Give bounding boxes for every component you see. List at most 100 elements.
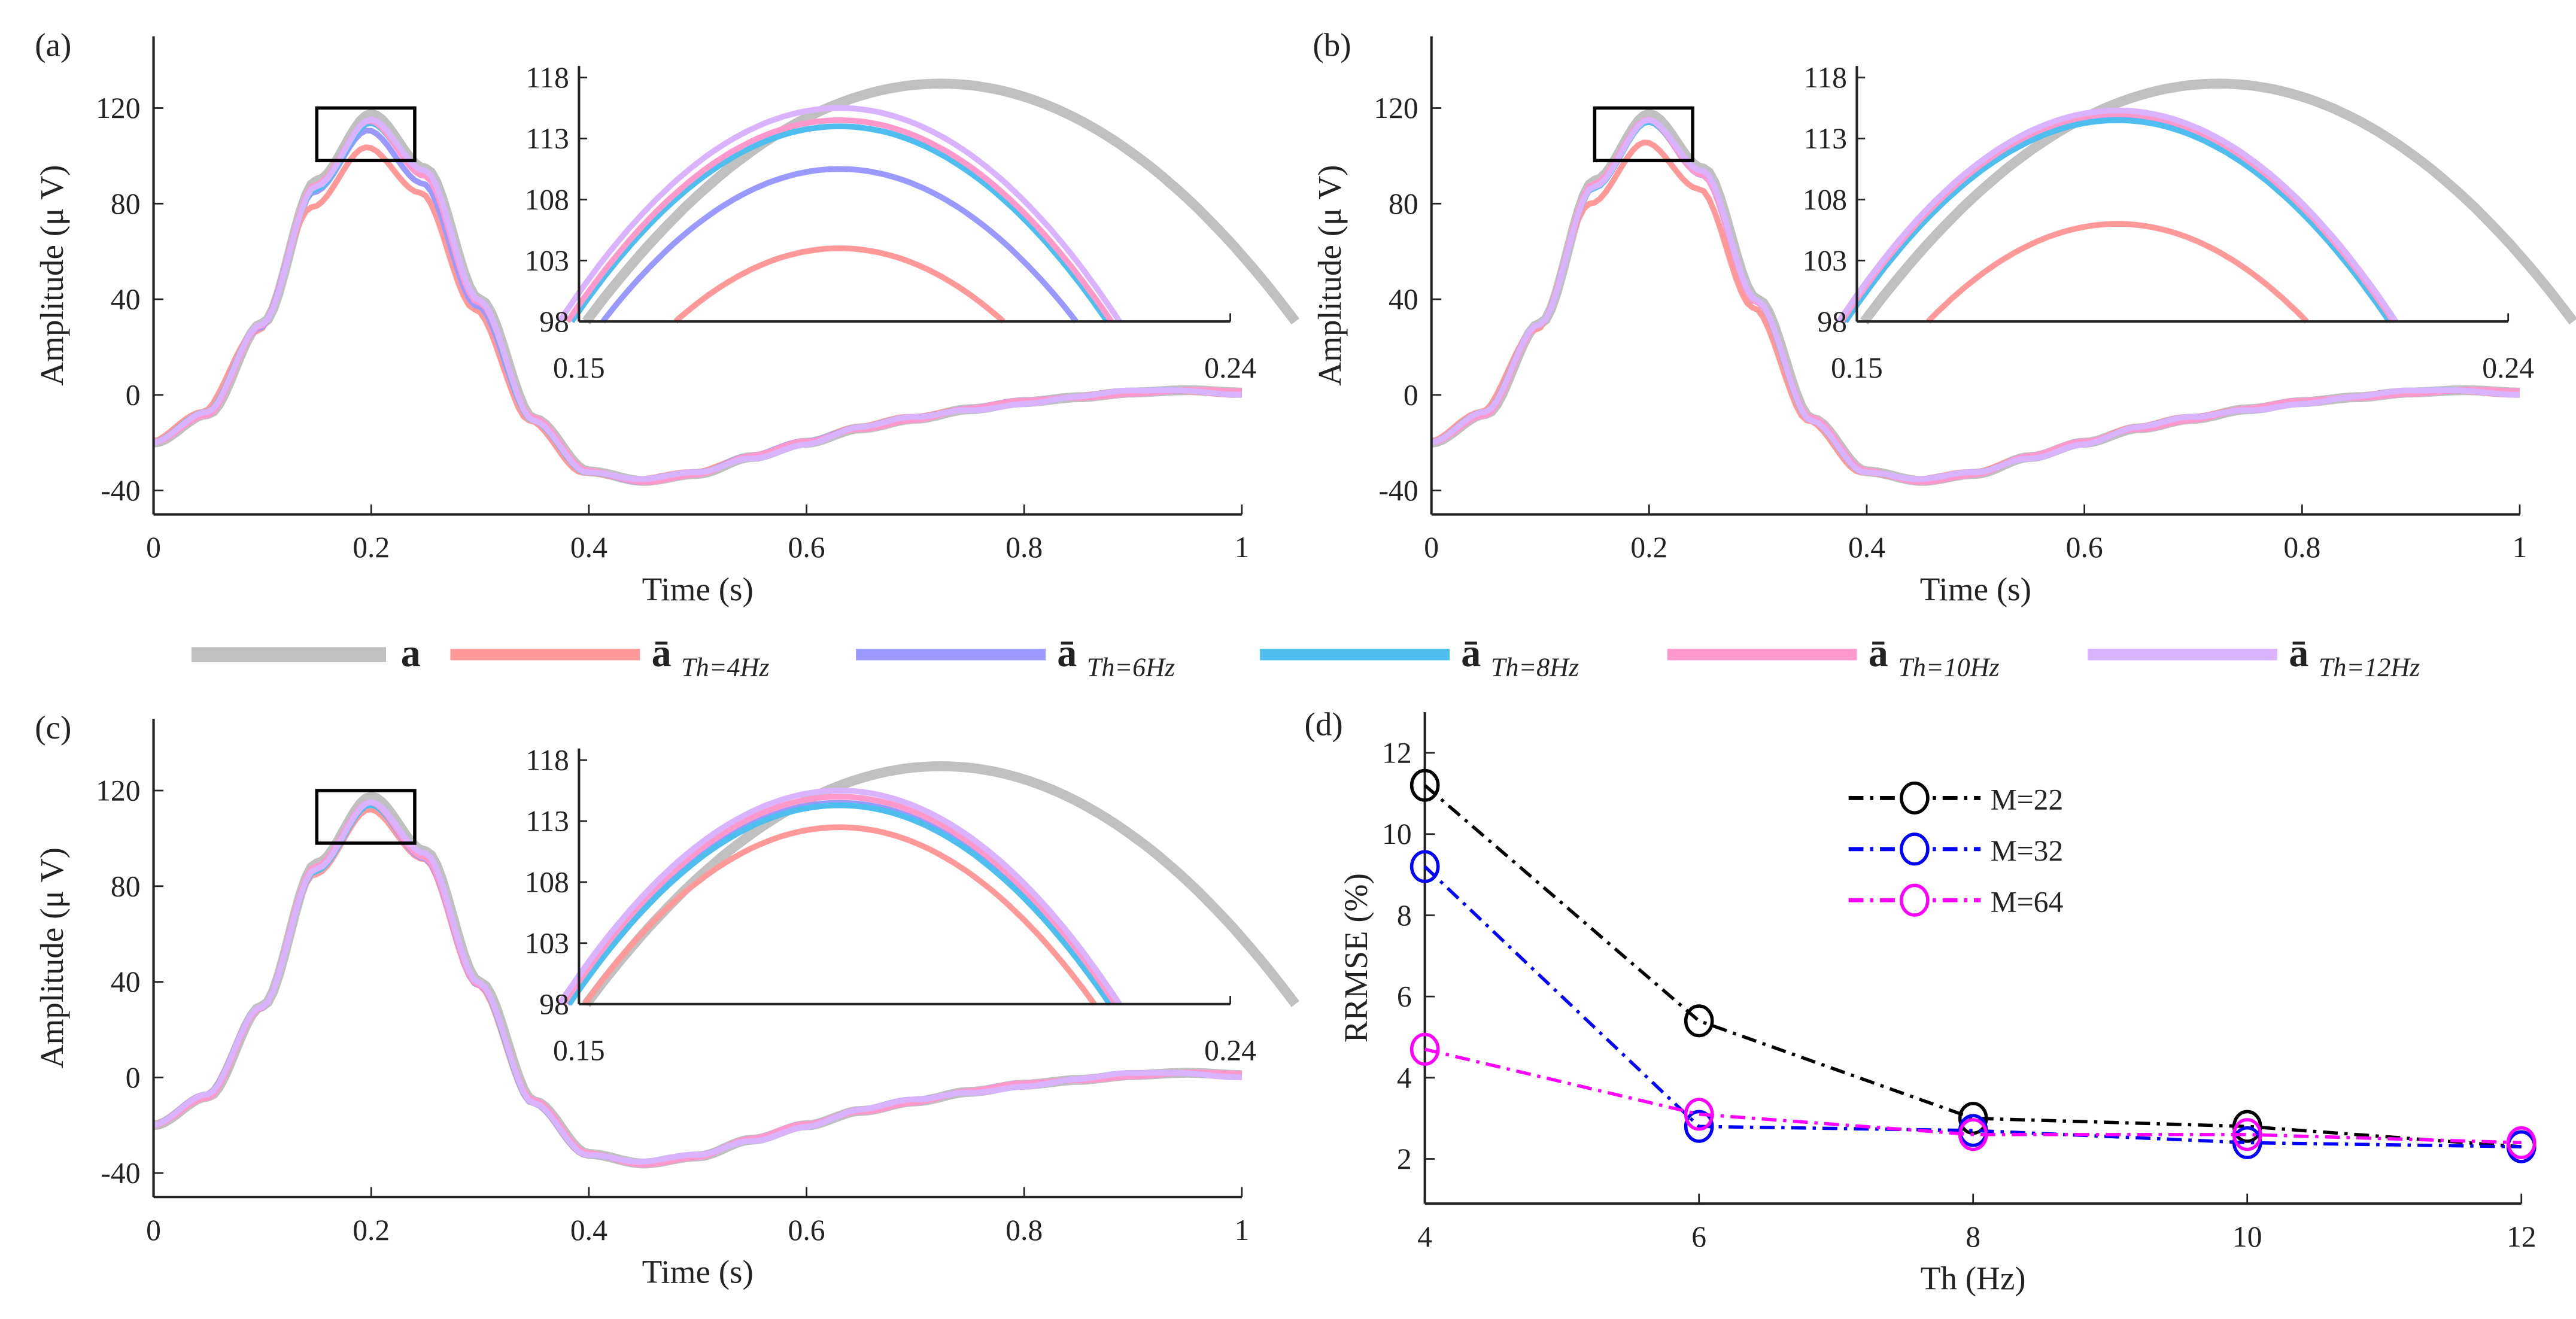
inset-series-a xyxy=(582,761,1299,1007)
inset-y-tick-label: 118 xyxy=(1803,61,1847,94)
legend-item: ā Th=6Hz xyxy=(856,631,1175,682)
data-point xyxy=(2232,1110,2262,1143)
legend-item: ā Th=10Hz xyxy=(1667,631,2000,682)
inset-y-tick-label: 108 xyxy=(1803,183,1847,216)
inset-x-tick-label: 0.24 xyxy=(2482,351,2534,384)
legend-marker xyxy=(1900,781,1930,815)
data-point xyxy=(1409,1032,1440,1066)
inset-x-tick-label: 0.15 xyxy=(553,351,605,384)
inset-series-Th=4Hz xyxy=(673,245,1006,324)
panel-d: (d) 4 6 8 10 12 2 4 6 8 10 12 Th (Hz) RRMSE (%) M=22 M=… xyxy=(1305,706,2536,1296)
legend-label: ā xyxy=(2289,631,2308,675)
data-point xyxy=(1684,1098,1714,1131)
y-tick-label: 120 xyxy=(1374,92,1418,124)
x-tick-label: 1 xyxy=(2513,531,2528,564)
inset-y-tick-label: 98 xyxy=(1817,305,1847,338)
inset-series-Th=12Hz xyxy=(557,788,1122,1006)
legend-subscript: Th=10Hz xyxy=(1898,653,1999,682)
inset-y-tick-label: 108 xyxy=(524,865,569,898)
inset-x-tick-label: 0.15 xyxy=(553,1034,605,1066)
y-tick-label: 80 xyxy=(1389,187,1418,220)
legend-label: M=32 xyxy=(1991,834,2064,867)
inset-series-Th=10Hz xyxy=(565,117,1114,323)
inset-series-Th=12Hz xyxy=(557,105,1122,323)
x-tick-label: 0.4 xyxy=(570,531,607,564)
series-line-a xyxy=(153,109,1243,486)
y-axis-label: Amplitude (μ V) xyxy=(34,847,70,1068)
data-point xyxy=(1684,1110,1714,1143)
inset-y-tick-label: 103 xyxy=(524,244,569,277)
y-axis-label: Amplitude (μ V) xyxy=(1311,165,1348,385)
legend: a ā Th=4Hz ā Th=6Hz ā Th=8Hz ā Th=10Hz ā Th=12Hz xyxy=(191,631,2420,682)
inset-series-a xyxy=(582,78,1299,325)
inset-series-Th=8Hz xyxy=(567,802,1113,1006)
series-line xyxy=(1424,1047,2522,1145)
inset-series-a xyxy=(1860,78,2576,325)
y-tick-label: 8 xyxy=(1397,899,1412,932)
panel-label: (b) xyxy=(1313,27,1351,63)
y-tick-label: 2 xyxy=(1397,1142,1412,1175)
legend-item: a xyxy=(191,631,421,675)
y-tick-label: 40 xyxy=(111,965,141,998)
legend-subscript: Th=4Hz xyxy=(681,653,769,682)
y-tick-label: 4 xyxy=(1397,1061,1412,1094)
y-tick-label: 10 xyxy=(1382,817,1412,850)
x-tick-label: 1 xyxy=(1234,1214,1249,1247)
y-tick-label: 0 xyxy=(126,1061,141,1094)
x-tick-label: 0 xyxy=(146,531,161,564)
x-tick-label: 10 xyxy=(2232,1220,2262,1253)
x-axis-label: Time (s) xyxy=(1920,571,2031,607)
x-tick-label: 4 xyxy=(1417,1220,1432,1253)
data-point xyxy=(1409,768,1440,802)
y-tick-label: 0 xyxy=(1404,378,1418,411)
x-tick-label: 0 xyxy=(146,1214,161,1247)
inset-y-tick-label: 98 xyxy=(539,305,569,338)
inset-y-tick-label: 108 xyxy=(524,183,569,216)
y-tick-label: -40 xyxy=(1379,474,1418,507)
legend-label: ā xyxy=(1869,631,1888,675)
x-tick-label: 0.6 xyxy=(2066,531,2103,564)
inset-y-tick-label: 113 xyxy=(525,122,569,155)
inset-series-Th=10Hz xyxy=(561,794,1118,1006)
series-line-Th=12Hz xyxy=(153,799,1242,1165)
x-tick-label: 0.8 xyxy=(2283,531,2320,564)
data-point xyxy=(2232,1126,2262,1159)
x-axis-label: Time (s) xyxy=(642,1253,754,1290)
y-tick-label: -40 xyxy=(101,474,140,507)
panel-label: (a) xyxy=(35,27,71,63)
legend-subscript: Th=6Hz xyxy=(1087,653,1175,682)
y-tick-label: 120 xyxy=(96,92,140,124)
inset-x-tick-label: 0.24 xyxy=(1204,1034,1256,1066)
zoom-region-box xyxy=(315,789,417,845)
y-tick-label: 6 xyxy=(1397,980,1412,1013)
y-tick-label: 12 xyxy=(1382,737,1412,770)
legend-label: a xyxy=(401,631,421,675)
x-tick-label: 6 xyxy=(1691,1220,1706,1253)
series-M=22: M=22 xyxy=(1409,768,2536,1163)
x-axis-label: Th (Hz) xyxy=(1921,1260,2026,1296)
series-line-Th=12Hz xyxy=(1430,117,2520,482)
series-line xyxy=(1423,865,2522,1148)
inset-zoom: 98 103 108 113 118 0.15 0.24 xyxy=(524,744,1299,1066)
inset-y-tick-label: 118 xyxy=(525,744,569,777)
x-tick-label: 0.6 xyxy=(788,1214,825,1247)
inset-series-Th=4Hz xyxy=(582,824,1097,1006)
legend-item: ā Th=4Hz xyxy=(450,631,769,682)
x-tick-label: 0 xyxy=(1424,531,1439,564)
legend-marker xyxy=(1900,883,1930,917)
y-tick-label: 120 xyxy=(96,774,140,807)
inset-zoom: 98 103 108 113 118 0.15 0.24 xyxy=(1803,61,2576,384)
y-tick-label: 40 xyxy=(1389,283,1418,316)
zoom-region-box xyxy=(1593,106,1694,163)
data-point xyxy=(1684,1004,1714,1038)
panel-label: (c) xyxy=(35,709,71,746)
inset-series-Th=4Hz xyxy=(1926,221,2309,324)
data-point xyxy=(1409,850,1440,883)
inset-y-tick-label: 113 xyxy=(525,805,569,838)
legend-marker xyxy=(1900,832,1930,866)
x-tick-label: 0.2 xyxy=(353,1214,390,1247)
legend-label: ā xyxy=(1057,631,1077,675)
legend-label: ā xyxy=(652,631,672,675)
